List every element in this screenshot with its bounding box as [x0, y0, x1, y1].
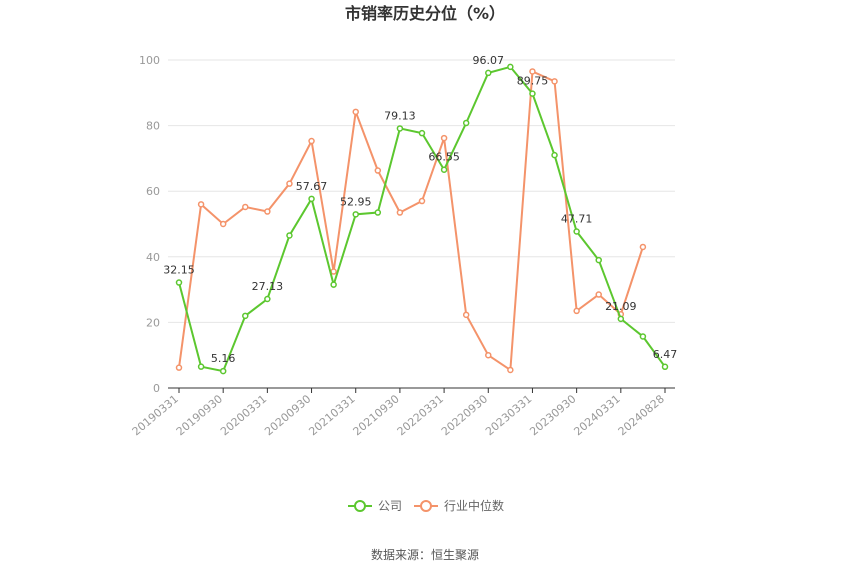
data-point[interactable] [551, 151, 558, 159]
data-point[interactable] [197, 201, 205, 208]
data-point[interactable] [507, 63, 514, 71]
y-tick-label: 80 [146, 120, 160, 133]
x-tick-label: 20190331 [130, 392, 181, 438]
legend-item-company[interactable]: 公司 [348, 499, 402, 513]
x-tick-label: 20240331 [571, 392, 622, 438]
data-label: 79.13 [384, 109, 416, 122]
series-layer [175, 63, 669, 375]
data-point[interactable] [661, 363, 669, 371]
data-label: 66.55 [428, 151, 460, 164]
data-label: 21.09 [605, 300, 637, 313]
data-point[interactable] [308, 137, 315, 145]
data-point[interactable] [440, 166, 448, 173]
data-point[interactable] [242, 203, 249, 211]
x-tick-label: 20230331 [483, 392, 534, 438]
data-label: 32.15 [163, 264, 195, 277]
data-point[interactable] [264, 295, 271, 303]
x-tick-label: 20200930 [262, 392, 313, 438]
data-point[interactable] [374, 167, 382, 174]
data-labels: 32.15 5.16 27.13 57.67 52.95 79.13 66.55 96.07 8… [163, 54, 677, 365]
y-tick-label: 40 [146, 251, 160, 264]
chart-title: 市销率历史分位（%） [345, 4, 505, 23]
data-label: 57.67 [296, 180, 328, 193]
data-point[interactable] [219, 367, 227, 375]
data-point[interactable] [529, 90, 536, 97]
data-point[interactable] [330, 268, 337, 275]
x-tick-label: 20210930 [351, 392, 402, 438]
data-label: 96.07 [473, 54, 505, 67]
data-point[interactable] [485, 69, 492, 77]
data-point[interactable] [308, 195, 315, 203]
grid-lines [168, 59, 675, 323]
data-point[interactable] [529, 68, 536, 75]
data-label: 52.95 [340, 195, 372, 208]
data-point[interactable] [286, 232, 293, 239]
y-tick-label: 20 [146, 316, 160, 329]
y-tick-label: 0 [153, 382, 160, 395]
data-point[interactable] [374, 209, 382, 216]
data-point[interactable] [418, 129, 426, 137]
data-point[interactable] [485, 351, 492, 359]
data-point[interactable] [396, 125, 404, 132]
data-point[interactable] [219, 220, 227, 228]
data-point[interactable] [352, 211, 359, 218]
y-tick-label: 100 [139, 54, 160, 67]
data-point[interactable] [507, 366, 514, 374]
x-tick-label: 20200331 [218, 392, 269, 438]
data-point[interactable] [595, 291, 602, 298]
legend: 公司 行业中位数 [348, 498, 504, 513]
data-point[interactable] [197, 363, 205, 370]
data-point[interactable] [573, 307, 580, 315]
x-tick-label: 20240828 [616, 392, 667, 438]
data-point[interactable] [330, 281, 337, 288]
x-tick-label: 20210331 [306, 392, 357, 438]
data-point[interactable] [440, 134, 448, 142]
data-point[interactable] [175, 364, 183, 371]
legend-industry-label: 行业中位数 [444, 498, 504, 513]
data-point[interactable] [462, 311, 470, 319]
y-tick-label: 60 [146, 185, 160, 198]
data-label: 27.13 [252, 280, 284, 293]
series-company [175, 63, 669, 375]
data-point[interactable] [175, 279, 183, 286]
data-point[interactable] [286, 180, 293, 187]
x-tick-label: 20190930 [174, 392, 225, 438]
data-point[interactable] [551, 78, 558, 85]
data-point[interactable] [418, 197, 426, 205]
data-point[interactable] [617, 315, 625, 323]
data-label: 6.47 [653, 348, 678, 361]
data-point[interactable] [639, 333, 647, 340]
data-source: 数据来源：恒生聚源 [371, 547, 479, 562]
data-label: 5.16 [211, 352, 236, 365]
data-point[interactable] [595, 256, 602, 264]
x-tick-label: 20230930 [527, 392, 578, 438]
x-tick-label: 20220930 [439, 392, 490, 438]
data-point[interactable] [242, 312, 249, 320]
legend-item-industry-median[interactable]: 行业中位数 [414, 498, 504, 513]
legend-company-label: 公司 [378, 499, 402, 513]
data-point[interactable] [352, 108, 359, 116]
data-point[interactable] [462, 119, 470, 127]
x-tick-label: 20220331 [395, 392, 446, 438]
data-point[interactable] [573, 228, 580, 235]
data-point[interactable] [264, 208, 271, 215]
data-label: 89.75 [517, 75, 549, 88]
data-point[interactable] [639, 243, 647, 251]
legend-company-marker [354, 500, 366, 512]
legend-industry-marker [420, 500, 432, 512]
data-point[interactable] [396, 209, 404, 216]
data-label: 47.71 [561, 213, 593, 226]
